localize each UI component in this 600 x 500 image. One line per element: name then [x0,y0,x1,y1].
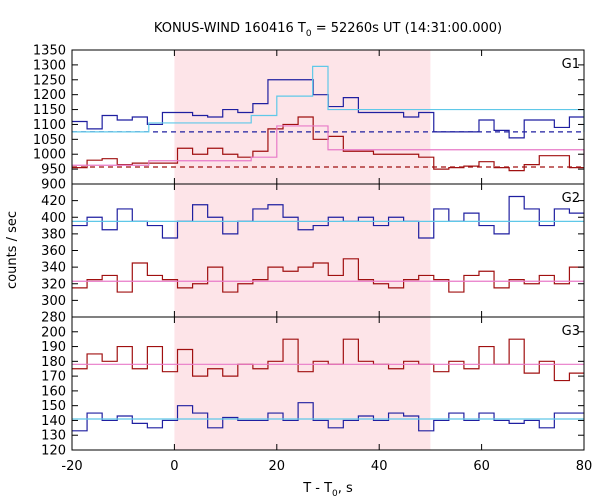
y-tick-label-G3: 120 [41,444,66,459]
y-tick-label-G1: 1250 [33,73,66,88]
series-G1-cyan [72,65,585,133]
y-tick-label-G1: 900 [41,178,66,193]
panel-label-G3: G3 [562,324,580,339]
y-tick-label-G3: 130 [41,429,66,444]
y-tick-label-G3: 150 [41,399,66,414]
y-tick-label-G2: 280 [41,311,66,326]
y-tick-label-G2: 420 [41,194,66,209]
x-axis-label: T - T0, s [302,481,353,499]
y-tick-label-G3: 160 [41,384,66,399]
x-tick-label: 60 [473,459,490,474]
y-tick-label-G3: 180 [41,355,66,370]
panel-label-G2: G2 [562,191,580,206]
y-tick-label-G1: 1150 [33,103,66,118]
y-tick-label-G3: 140 [41,414,66,429]
y-tick-label-G1: 1350 [33,44,66,59]
series-G1-pink [72,125,585,166]
y-tick-label-G2: 320 [41,277,66,292]
x-tick-label: 0 [170,459,178,474]
series-G3-blue [72,402,584,432]
y-axis-label: counts / sec [5,211,20,289]
x-tick-label: -20 [61,459,82,474]
y-tick-label-G1: 1050 [33,133,66,148]
panel-frame-G3 [71,316,585,451]
y-tick-label-G1: 1200 [33,88,66,103]
y-tick-label-G1: 1000 [33,148,66,163]
x-tick-label: 40 [371,459,388,474]
y-tick-label-G2: 360 [41,244,66,259]
series-G2-red [72,258,584,293]
x-tick-label: 20 [269,459,286,474]
series-G1-red [72,116,584,172]
panel-label-G1: G1 [562,57,580,72]
series-G3-red [72,338,584,382]
y-tick-label-G2: 300 [41,294,66,309]
y-tick-label-G2: 380 [41,227,66,242]
series-G1-blue [72,79,584,139]
y-tick-label-G3: 200 [41,325,66,340]
y-tick-label-G1: 1100 [33,118,66,133]
y-tick-label-G3: 170 [41,370,66,385]
x-tick-label: 80 [576,459,593,474]
plot-area: 90095010001050110011501200125013001350G1… [33,44,592,475]
y-tick-label-G2: 340 [41,261,66,276]
y-tick-label-G2: 400 [41,211,66,226]
chart-title: KONUS-WIND 160416 T0 = 52260s UT (14:31:… [154,21,502,39]
y-tick-label-G1: 950 [41,163,66,178]
y-tick-label-G3: 190 [41,340,66,355]
y-tick-label-G1: 1300 [33,58,66,73]
